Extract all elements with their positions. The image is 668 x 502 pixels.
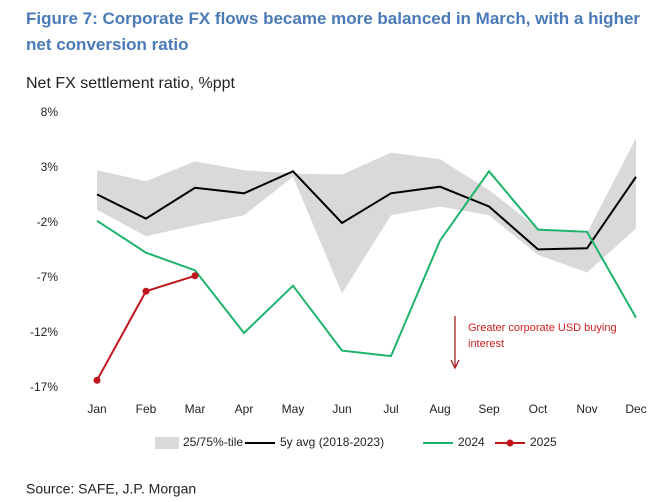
x-tick-label: Sep bbox=[478, 402, 500, 416]
band-area bbox=[97, 138, 636, 294]
x-tick-label: Dec bbox=[625, 402, 646, 416]
legend-label: 25/75%-tile bbox=[183, 435, 243, 449]
legend-marker bbox=[506, 439, 514, 447]
y-tick-label: 3% bbox=[41, 160, 59, 174]
chart-title: Figure 7: Corporate FX flows became more… bbox=[26, 9, 641, 54]
annotation: interest bbox=[468, 338, 504, 350]
x-tick-label: Jan bbox=[87, 402, 106, 416]
x-tick-label: Oct bbox=[529, 402, 548, 416]
subtitle: Net FX settlement ratio, %ppt bbox=[26, 75, 236, 92]
series-line bbox=[96, 170, 637, 251]
point bbox=[191, 272, 199, 280]
legend-label: 2025 bbox=[530, 435, 557, 449]
annotation: Greater corporate USD buying bbox=[468, 322, 617, 334]
x-tick-label: Aug bbox=[429, 402, 450, 416]
y-tick-label: -2% bbox=[37, 215, 59, 229]
source: Source: SAFE, J.P. Morgan bbox=[26, 481, 196, 497]
annotation-arrowhead bbox=[450, 359, 460, 370]
y-tick-label: 8% bbox=[41, 105, 59, 119]
legend-label: 5y avg (2018-2023) bbox=[280, 435, 384, 449]
point bbox=[93, 376, 101, 384]
x-tick-label: Jun bbox=[332, 402, 351, 416]
y-tick-label: -7% bbox=[37, 270, 59, 284]
x-tick-label: Mar bbox=[185, 402, 206, 416]
legend-swatch bbox=[155, 437, 179, 449]
x-tick-label: Feb bbox=[136, 402, 157, 416]
x-tick-label: May bbox=[282, 402, 305, 416]
x-tick-label: Apr bbox=[235, 402, 254, 416]
x-tick-label: Nov bbox=[576, 402, 597, 416]
legend-label: 2024 bbox=[458, 435, 485, 449]
series-line bbox=[96, 169, 637, 358]
y-tick-label: -12% bbox=[30, 325, 58, 339]
x-tick-label: Jul bbox=[383, 402, 398, 416]
point bbox=[142, 287, 150, 295]
y-tick-label: -17% bbox=[30, 380, 58, 394]
